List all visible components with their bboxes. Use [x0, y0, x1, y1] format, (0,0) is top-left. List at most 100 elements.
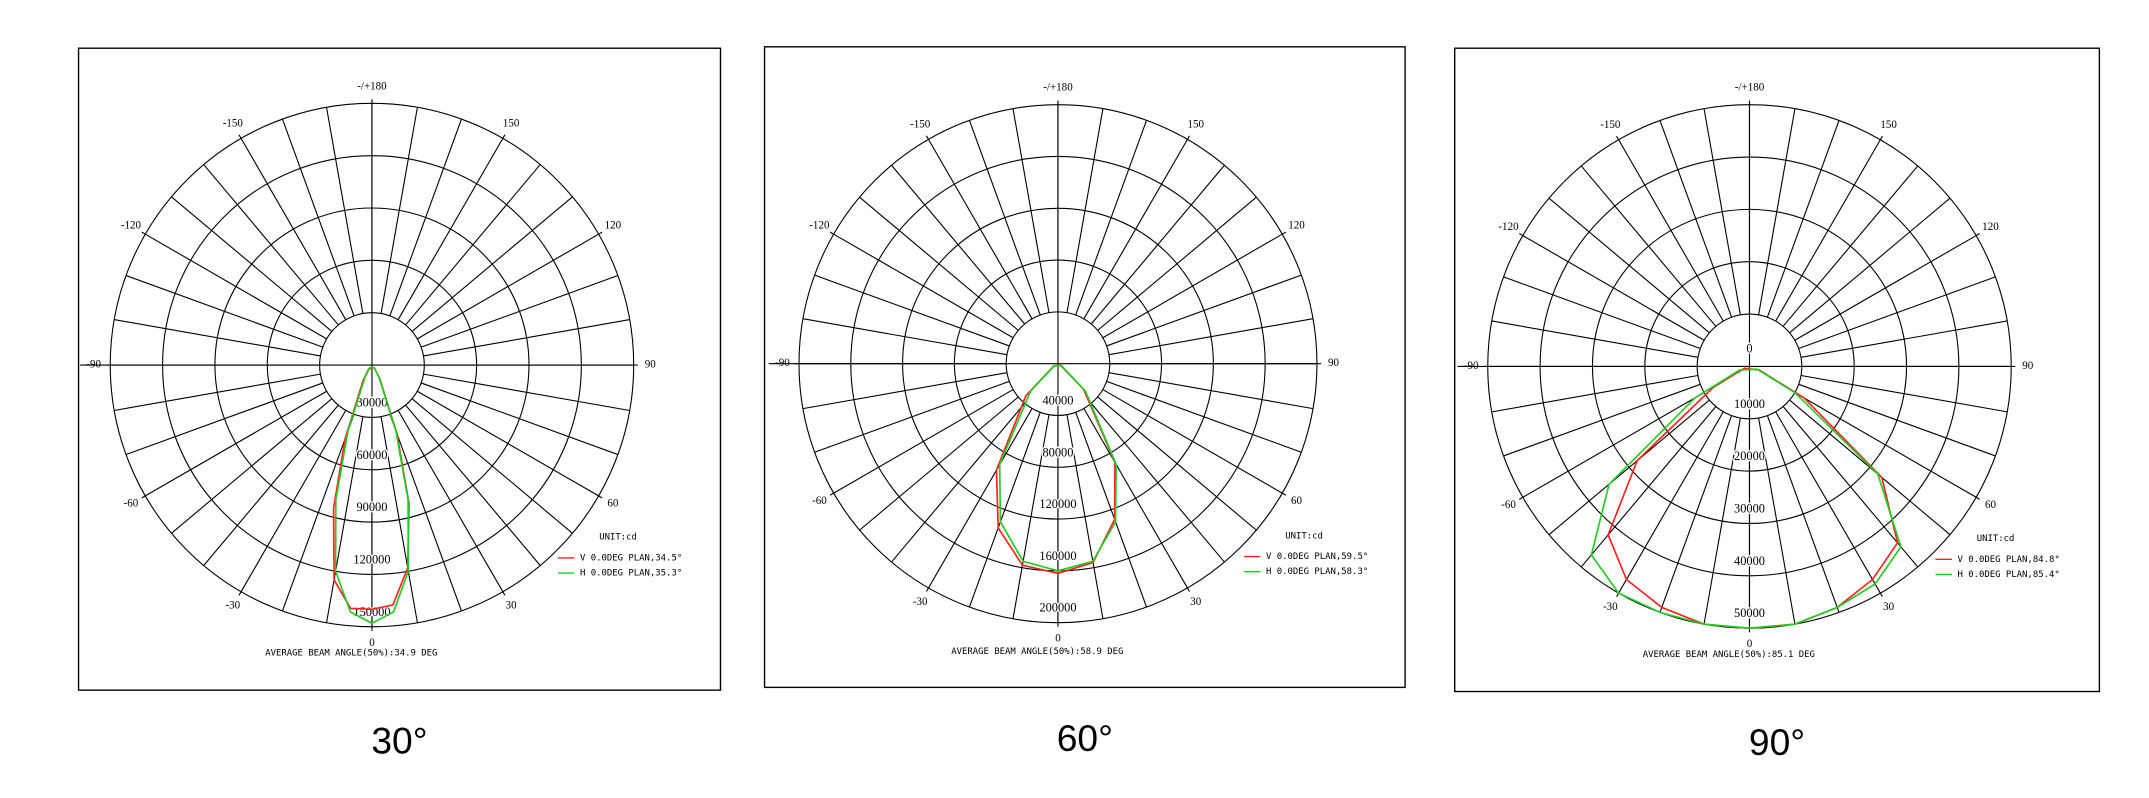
- legend-label: V 0.0DEG PLAN,34.5°: [580, 553, 682, 563]
- r-tick-label: 200000: [1039, 601, 1076, 615]
- chart-caption: 60°: [1057, 717, 1113, 759]
- chart-caption: 30°: [371, 720, 427, 762]
- r-tick-label: 30000: [1734, 502, 1765, 516]
- theta-tick-label: 90: [2022, 360, 2034, 372]
- legend-label: H 0.0DEG PLAN,85.4°: [1957, 570, 2059, 580]
- ring-grid-line: [266, 259, 478, 471]
- theta-tick-label: -/+180: [1043, 82, 1073, 94]
- theta-tick: [829, 231, 834, 235]
- theta-tick-label: 120: [605, 219, 622, 231]
- theta-tick: [1879, 135, 1883, 141]
- legend-label: H 0.0DEG PLAN,35.3°: [580, 569, 682, 579]
- theta-tick-label: 60: [1985, 499, 1997, 511]
- panel-frame: [763, 46, 1406, 689]
- theta-tick: [1616, 135, 1620, 141]
- theta-tick-label: 60: [607, 498, 619, 510]
- theta-tick-label: -120: [1498, 221, 1519, 233]
- ring-grid-line: [902, 207, 1214, 520]
- theta-tick: [141, 495, 146, 499]
- theta-tick-label: 60: [1291, 495, 1303, 507]
- legend-label: H 0.0DEG PLAN,58.3°: [1266, 567, 1368, 577]
- theta-tick: [1518, 233, 1524, 237]
- theta-tick: [925, 587, 929, 592]
- intensity-curve: [998, 364, 1118, 572]
- ring-grid-line: [1005, 311, 1111, 417]
- theta-tick: [598, 495, 603, 499]
- r-tick-label: 90000: [356, 500, 387, 514]
- intensity-curve: [1590, 368, 1902, 629]
- chart-caption: 90°: [1749, 721, 1805, 763]
- ring-grid-line: [1539, 156, 1960, 577]
- theta-tick-label: 30: [1190, 596, 1202, 608]
- legend-label: V 0.0DEG PLAN,59.5°: [1266, 552, 1368, 562]
- theta-tick-label: -150: [223, 118, 244, 130]
- r-tick-label: 0: [1746, 342, 1752, 356]
- legend-title: UNIT:cd: [1977, 534, 2015, 544]
- theta-tick-label: 150: [1187, 119, 1204, 131]
- theta-tick: [1281, 492, 1287, 496]
- theta-tick-label: -60: [812, 495, 827, 507]
- theta-tick-label: 120: [1288, 219, 1305, 231]
- theta-tick: [1975, 496, 1981, 500]
- r-tick-label: 20000: [1734, 449, 1765, 463]
- ring-grid-line: [953, 259, 1163, 468]
- theta-tick: [1281, 231, 1287, 235]
- theta-tick: [141, 231, 146, 235]
- theta-tick: [829, 492, 834, 496]
- panel-frame: [77, 47, 722, 691]
- theta-tick-label: 0: [1747, 638, 1753, 650]
- theta-tick-label: 90: [1328, 357, 1340, 369]
- theta-tick: [598, 231, 603, 235]
- theta-tick: [502, 134, 506, 139]
- theta-tick-label: -30: [1603, 601, 1618, 613]
- theta-tick-label: 0: [369, 637, 375, 649]
- r-tick-label: 120000: [353, 552, 390, 566]
- theta-tick: [925, 135, 929, 140]
- legend-title: UNIT:cd: [1285, 531, 1323, 541]
- theta-tick: [238, 134, 242, 139]
- theta-tick-label: -30: [913, 596, 928, 608]
- theta-tick-label: -/+180: [357, 80, 387, 92]
- r-tick-label: 60000: [356, 448, 387, 462]
- ring-grid-line: [214, 207, 530, 523]
- r-tick-label: 10000: [1734, 397, 1765, 411]
- r-tick-label: 160000: [1039, 549, 1076, 563]
- theta-tick-label: 150: [1880, 119, 1897, 131]
- theta-tick: [502, 591, 506, 596]
- ring-grid-line: [319, 312, 425, 418]
- r-tick-label: 40000: [1043, 394, 1074, 408]
- theta-tick-label: -90: [86, 359, 101, 371]
- theta-tick: [238, 591, 242, 596]
- ring-grid-line: [1591, 208, 1908, 525]
- r-tick-label: 120000: [1039, 497, 1076, 511]
- theta-tick-label: -90: [1464, 360, 1479, 372]
- theta-tick-label: 30: [506, 600, 518, 612]
- theta-tick-label: -150: [910, 119, 931, 131]
- ring-grid-line: [1644, 261, 1855, 472]
- theta-tick-label: -60: [1501, 499, 1516, 511]
- ring-grid-line: [1696, 313, 1803, 420]
- theta-tick-label: -60: [124, 498, 139, 510]
- beam-angle-note: AVERAGE BEAM ANGLE(50%):58.9 DEG: [951, 647, 1123, 657]
- beam-angle-note: AVERAGE BEAM ANGLE(50%):85.1 DEG: [1643, 650, 1815, 660]
- theta-tick-label: 30: [1883, 601, 1895, 613]
- theta-tick-label: 150: [503, 118, 520, 130]
- theta-tick-label: 120: [1982, 221, 1999, 233]
- theta-tick-label: -120: [121, 219, 142, 231]
- theta-tick-label: 0: [1055, 633, 1061, 645]
- theta-tick-label: 90: [645, 359, 657, 371]
- ring-grid-line: [162, 155, 582, 575]
- theta-tick: [1975, 233, 1981, 237]
- theta-tick-label: -120: [809, 219, 830, 231]
- r-tick-label: 30000: [356, 395, 387, 409]
- legend-title: UNIT:cd: [599, 533, 637, 543]
- r-tick-label: 40000: [1734, 554, 1765, 568]
- theta-tick-label: -30: [225, 600, 240, 612]
- theta-tick-label: -150: [1600, 119, 1621, 131]
- intensity-curve: [334, 366, 410, 625]
- theta-tick: [1879, 592, 1883, 597]
- theta-tick: [1186, 135, 1191, 140]
- r-tick-label: 50000: [1734, 606, 1765, 620]
